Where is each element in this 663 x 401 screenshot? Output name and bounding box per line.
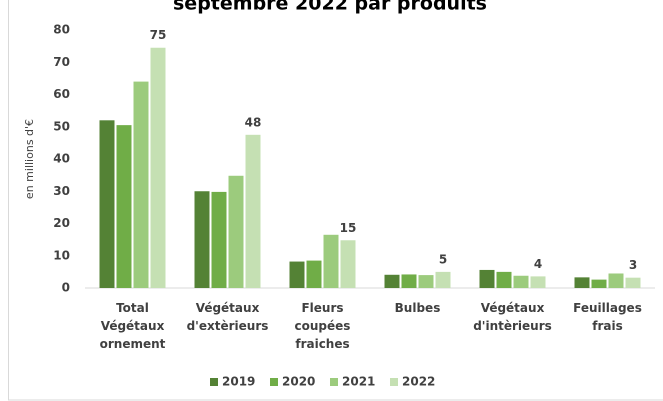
data-label: 75	[150, 28, 167, 42]
x-tick-label: Végétaux d'extèrieurs	[187, 301, 269, 333]
x-tick-label-line: Végétaux	[196, 301, 260, 315]
x-tick-label: Fleurs coupées fraiches	[295, 301, 351, 351]
chart-title: septembre 2022 par produits	[173, 0, 487, 15]
y-tick-label: 50	[53, 119, 70, 133]
y-tick-label: 20	[53, 216, 70, 230]
x-tick-label: Feuillages frais	[573, 301, 642, 333]
data-label: 15	[340, 221, 357, 235]
legend-label: 2020	[282, 375, 315, 389]
data-label: 48	[245, 115, 262, 129]
y-tick-label: 70	[53, 55, 70, 69]
legend-label: 2022	[402, 375, 435, 389]
x-tick-label-line: coupées	[295, 319, 351, 333]
y-tick-label: 0	[62, 281, 70, 295]
y-tick-label: 40	[53, 152, 70, 166]
bar	[228, 175, 244, 288]
legend-swatch	[390, 378, 398, 386]
bar	[211, 191, 227, 288]
x-tick-label-line: Fleurs	[301, 301, 343, 315]
x-tick-label-line: d'intèrieurs	[473, 319, 552, 333]
bar	[245, 134, 261, 288]
legend-label: 2021	[342, 375, 375, 389]
x-tick-label-line: fraiches	[295, 337, 349, 351]
x-tick-label-line: Végétaux	[481, 301, 545, 315]
bar	[116, 125, 132, 288]
bar	[435, 271, 451, 288]
bar	[513, 275, 529, 288]
bar	[99, 120, 115, 288]
x-tick-label-line: Bulbes	[395, 301, 441, 315]
x-tick-label-line: Feuillages	[573, 301, 642, 315]
x-tick-label-line: Végétaux	[101, 319, 165, 333]
bar	[496, 271, 512, 288]
bar	[323, 234, 339, 288]
bar	[591, 279, 607, 288]
x-tick-label: Bulbes	[395, 301, 441, 315]
bar	[530, 276, 546, 288]
data-label: 5	[439, 252, 447, 266]
x-tick-label-line: Total	[116, 301, 149, 315]
legend-swatch	[270, 378, 278, 386]
bar	[574, 277, 590, 288]
x-tick-label-line: d'extèrieurs	[187, 319, 269, 333]
x-tick-label-line: ornement	[100, 337, 166, 351]
bar	[384, 274, 400, 288]
bar	[418, 275, 434, 288]
bar	[479, 269, 495, 288]
bar	[306, 260, 322, 288]
bar	[340, 240, 356, 288]
data-label: 4	[534, 257, 542, 271]
y-tick-label: 30	[53, 184, 70, 198]
bar	[289, 261, 305, 288]
data-label: 3	[629, 258, 637, 272]
bar	[608, 273, 624, 288]
legend-swatch	[210, 378, 218, 386]
x-tick-label-line: frais	[592, 319, 623, 333]
legend-label: 2019	[222, 375, 255, 389]
bar	[133, 81, 149, 288]
x-tick-label: Total Végétaux ornement	[100, 301, 166, 351]
y-tick-label: 80	[53, 23, 70, 37]
legend-swatch	[330, 378, 338, 386]
bar	[625, 277, 641, 288]
bar	[150, 47, 166, 288]
y-tick-label: 60	[53, 87, 70, 101]
y-axis-label: en millions d'€	[23, 119, 36, 199]
bar	[194, 191, 210, 288]
y-tick-label: 10	[53, 248, 70, 262]
x-tick-label: Végétaux d'intèrieurs	[473, 301, 552, 333]
bar	[401, 274, 417, 288]
